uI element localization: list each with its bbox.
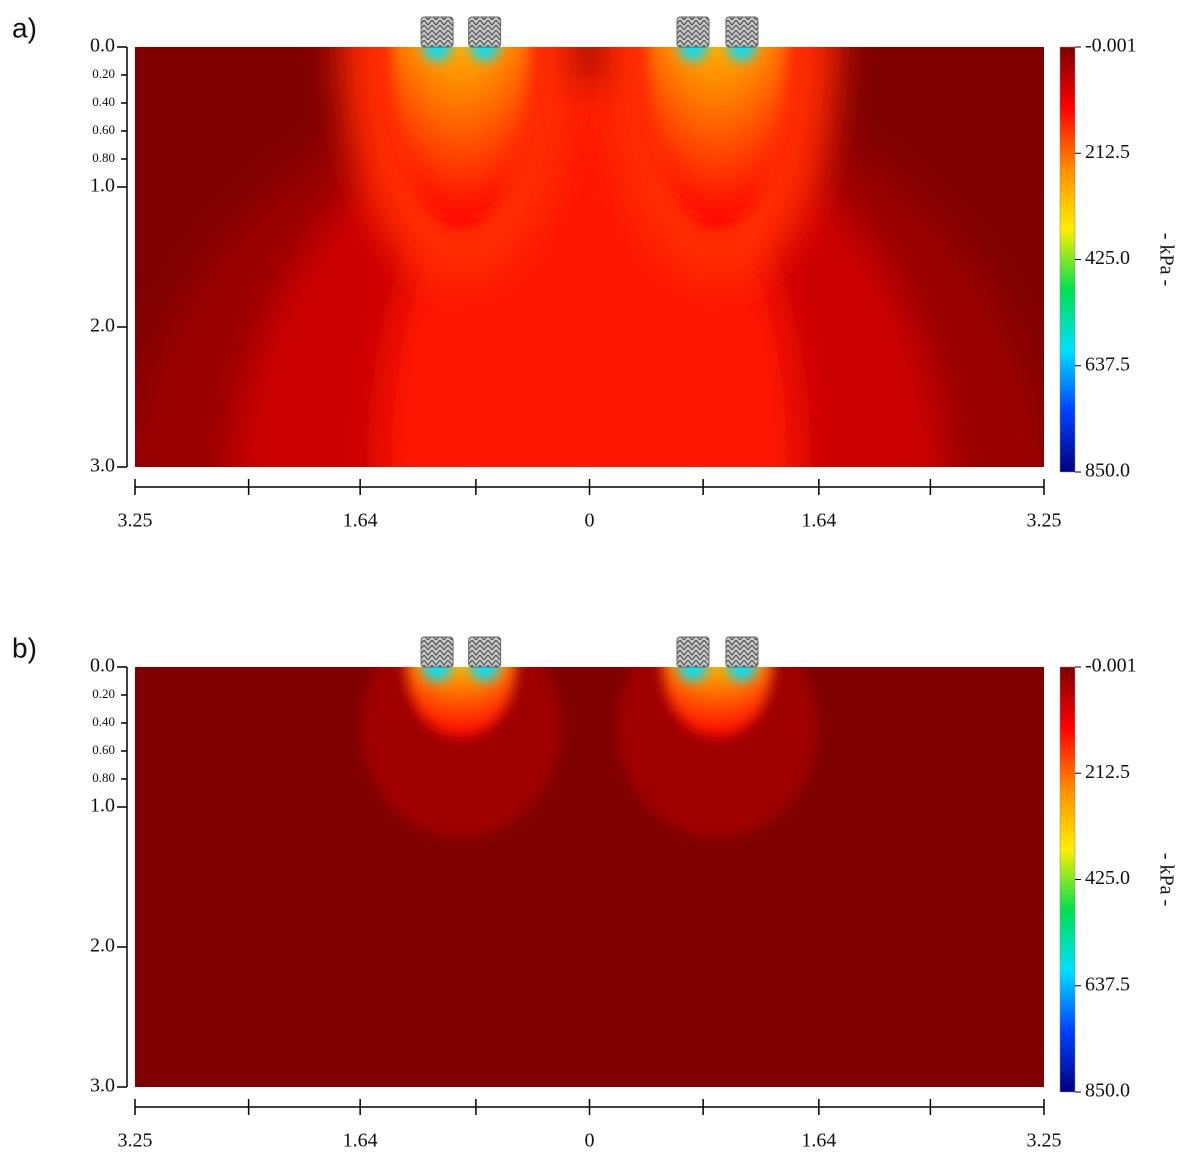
colorbar-tick-label: -0.001 [1085,35,1137,57]
x-tick-label: 1.64 [343,510,378,532]
field-zone [647,47,788,227]
x-tick-label: 0 [585,1130,595,1152]
colorbar-tick-label: 637.5 [1085,353,1130,375]
x-tick-label: 0 [585,510,595,532]
tire [725,636,759,668]
field-zone [405,667,516,737]
tire [676,636,710,668]
panel-label: a) [12,12,37,43]
tire-contact [678,667,707,681]
field-zone [662,667,773,737]
colorbar-tick-label: 425.0 [1085,867,1130,889]
colorbar-label: - kPa - [1155,853,1177,906]
panel-label: b) [12,632,37,663]
y-tick-label: 2.0 [90,935,115,957]
colorbar-tick-label: -0.001 [1085,655,1137,677]
y-tick-label: 0.20 [92,686,115,701]
y-tick-label: 0.60 [92,122,115,137]
tire [420,16,454,48]
tire-contact [423,667,452,681]
field-background [135,667,1044,1087]
colorbar-tick-label: 212.5 [1085,141,1130,163]
colorbar-tick-label: 850.0 [1085,1080,1130,1102]
colorbar [1059,46,1076,473]
colorbar-tick-label: 850.0 [1085,460,1130,482]
y-tick-label: 0.60 [92,742,115,757]
y-tick-label: 1.0 [90,175,115,197]
y-tick-label: 0.80 [92,770,115,785]
y-tick-label: 3.0 [90,1075,115,1097]
field-zone [617,667,818,837]
tire [676,16,710,48]
tire-contact [678,47,707,61]
y-tick-label: 0.0 [90,35,115,57]
field-zone [390,47,531,227]
tire [420,636,454,668]
tire-contact [470,667,499,681]
colorbar-tick-label: 425.0 [1085,247,1130,269]
y-tick-label: 0.0 [90,655,115,677]
x-tick-label: 3.25 [118,1130,153,1152]
field-zone [360,667,561,837]
tire [468,16,502,48]
tire-contact [423,47,452,61]
x-tick-label: 3.25 [1027,1130,1062,1152]
colorbar-tick-label: 637.5 [1085,973,1130,995]
y-tick-label: 0.20 [92,66,115,81]
x-tick-label: 3.25 [1027,510,1062,532]
colorbar [1059,666,1076,1093]
tire-contact [727,667,756,681]
x-tick-label: 1.64 [343,1130,378,1152]
tire-contact [727,47,756,61]
x-tick-label: 1.64 [801,1130,836,1152]
colorbar-tick-label: 212.5 [1085,761,1130,783]
x-tick-label: 3.25 [118,510,153,532]
y-tick-label: 0.40 [92,94,115,109]
y-tick-label: 1.0 [90,795,115,817]
y-tick-label: 0.40 [92,714,115,729]
x-tick-label: 1.64 [801,510,836,532]
colorbar-label: - kPa - [1155,233,1177,286]
contour-field [135,667,1044,1087]
y-tick-label: 3.0 [90,455,115,477]
tire-contact [470,47,499,61]
y-tick-label: 0.80 [92,150,115,165]
contour-field [135,47,1044,467]
tire [468,636,502,668]
y-tick-label: 2.0 [90,315,115,337]
tire [725,16,759,48]
